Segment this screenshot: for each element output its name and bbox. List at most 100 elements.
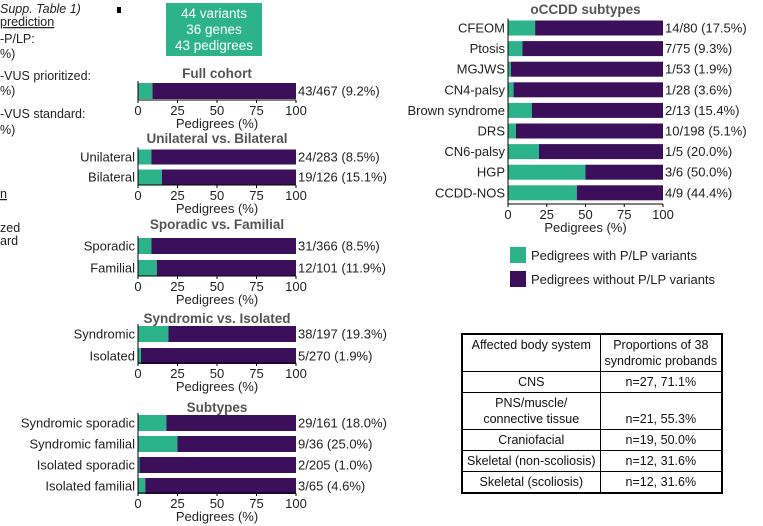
category-label: Syndromic [74,327,136,342]
x-axis-label: Pedigrees (%) [176,379,258,394]
x-axis-label: Pedigrees (%) [176,509,258,524]
badge-line: 44 variants [181,6,247,21]
x-tick-label: 0 [134,279,141,294]
bar-without-plp [535,20,663,36]
bar-with-plp [508,185,577,201]
badge-line: 36 genes [186,22,242,37]
bar-without-plp [141,348,296,364]
data-label: 10/198 (5.1%) [665,124,747,139]
x-tick-label: 100 [285,279,307,294]
category-label: Isolated [89,349,135,364]
table-header-cell-line: Affected body system [471,338,591,352]
bar-without-plp [151,238,296,254]
left-panel-text: n [0,187,7,201]
legend-label-without: Pedigrees without P/LP variants [531,272,716,287]
summary-badge [166,3,262,56]
bar-with-plp [508,144,539,160]
table-cell-system-line: Skeletal (non-scoliosis) [467,454,596,468]
x-tick-label: 25 [170,279,184,294]
table-cell-system: Craniofacial [461,429,601,451]
x-tick-label: 50 [210,366,224,381]
bar-with-plp [508,102,532,118]
left-panel-text: prediction [0,15,54,29]
category-label: HGP [477,165,505,180]
chart-title: Subtypes [187,400,248,415]
x-tick-label: 75 [617,207,631,222]
x-tick-label: 50 [210,188,224,203]
bar-with-plp [508,61,511,77]
data-label: 19/126 (15.1%) [298,170,387,185]
bar-without-plp [539,144,663,160]
left-panel-text: -VUS standard: [0,107,85,121]
table-row: Craniofacial n=19, 50.0% [461,429,723,451]
table-cell-system: Skeletal (non-scoliosis) [461,450,601,472]
x-tick-label: 25 [540,207,554,222]
category-label: Unilateral [80,150,135,165]
table-cell-system-line: Craniofacial [498,433,565,447]
chart-title: Unilateral vs. Bilateral [146,131,287,146]
data-label: 2/205 (1.0%) [298,458,372,473]
bar-without-plp [585,164,663,180]
legend-swatch-without [510,271,526,287]
x-tick-label: 50 [578,207,592,222]
x-tick-label: 100 [285,366,307,381]
left-panel-text: -VUS prioritized: [0,69,91,83]
x-tick-label: 50 [210,103,224,118]
table-header-row: Affected body system Proportions of 38 syn… [461,334,723,372]
bar-with-plp [138,260,157,276]
table-cell-value: n=27, 71.1% [599,371,723,393]
x-tick-label: 75 [249,103,263,118]
x-tick-label: 0 [134,103,141,118]
data-label: 1/5 (20.0%) [665,144,732,159]
table-header-cell: Proportions of 38 syndromic probands [599,334,723,372]
legend-swatch-with [510,247,526,263]
bar-without-plp [156,260,296,276]
bar-with-plp [138,348,142,364]
category-label: CFEOM [458,21,505,36]
x-tick-label: 75 [249,279,263,294]
data-label: 14/80 (17.5%) [665,21,747,36]
left-panel-text: Supp. Table 1) [0,2,81,16]
bar-with-plp [138,457,140,473]
category-label: Syndromic sporadic [21,416,136,431]
data-label: 12/101 (11.9%) [298,261,386,276]
x-axis-label: Pedigrees (%) [176,201,258,216]
category-label: DRS [478,124,506,139]
table-row: Skeletal (scoliosis) n=12, 31.6% [461,471,723,493]
data-label: 38/197 (19.3%) [298,327,387,342]
left-panel-text: -P/LP: [0,32,35,46]
category-label: Ptosis [470,41,506,56]
bar-without-plp [576,185,663,201]
bar-without-plp [522,41,663,57]
left-panel-text: %) [0,123,15,137]
bar-with-plp [138,436,178,452]
table-cell-system-line: PNS/muscle/ [495,396,568,410]
bar-without-plp [510,61,663,77]
bar-with-plp [508,41,523,57]
table-cell-system-line: connective tissue [483,412,580,426]
table-cell-value: n=12, 31.6% [599,471,723,493]
data-label: 43/467 (9.2%) [298,84,380,99]
x-tick-label: 0 [134,188,141,203]
data-label: 7/75 (9.3%) [665,41,732,56]
data-label: 3/6 (50.0%) [665,165,732,180]
x-tick-label: 75 [249,366,263,381]
category-label: Isolated familial [45,479,135,494]
data-label: 31/366 (8.5%) [298,239,380,254]
bar-without-plp [168,326,296,342]
bar-without-plp [166,415,296,431]
bar-with-plp [138,149,152,165]
x-axis-label: Pedigrees (%) [544,220,626,235]
bar-with-plp [508,123,516,139]
bar-with-plp [138,478,146,494]
panel-marker [117,7,121,13]
syndromic-table: Affected body system Proportions of 38 syn… [461,333,724,494]
bar-with-plp [138,238,152,254]
bar-without-plp [531,102,663,118]
bar-with-plp [138,326,169,342]
bar-with-plp [508,20,536,36]
bar-without-plp [139,457,296,473]
chart-title: Syndromic vs. Isolated [143,311,290,326]
x-tick-label: 25 [170,496,184,511]
